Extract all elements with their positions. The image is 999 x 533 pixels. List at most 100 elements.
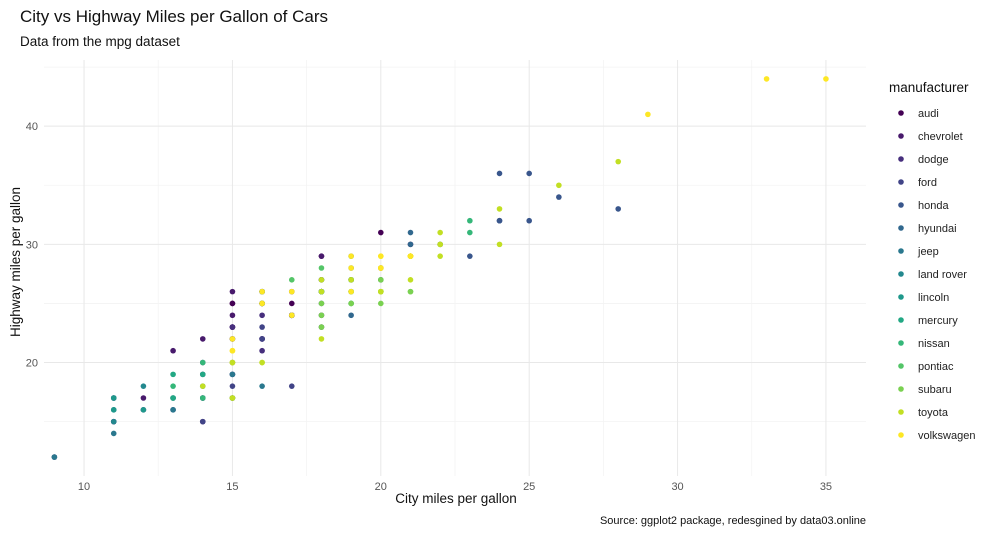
point-land-rover — [110, 418, 117, 425]
legend-item-mercury: mercury — [898, 315, 958, 327]
point-mercury — [170, 395, 176, 401]
point-lincoln — [110, 407, 117, 413]
legend-swatch — [898, 248, 904, 254]
point-audi — [288, 300, 295, 307]
y-tick-label: 20 — [26, 358, 38, 370]
point-toyota — [437, 229, 443, 236]
point-toyota — [318, 277, 325, 283]
point-chevrolet — [318, 253, 325, 259]
point-volkswagen — [229, 336, 236, 342]
legend-item-jeep: jeep — [898, 246, 939, 258]
point-subaru — [318, 312, 325, 319]
point-volkswagen — [348, 265, 354, 271]
legend-swatch — [898, 386, 904, 392]
point-hyundai — [348, 312, 354, 319]
legend-label: jeep — [917, 246, 939, 258]
point-toyota — [318, 288, 325, 295]
point-nissan — [199, 395, 206, 401]
point-mercury — [170, 371, 176, 378]
chart-caption: Source: ggplot2 package, redesgined by d… — [600, 515, 866, 527]
point-subaru — [378, 277, 384, 283]
point-nissan — [467, 229, 473, 236]
legend-swatch — [898, 110, 904, 116]
legend-item-pontiac: pontiac — [898, 361, 954, 373]
point-volkswagen — [407, 253, 414, 259]
legend-label: pontiac — [918, 361, 954, 373]
legend-swatch — [898, 317, 904, 323]
point-land-rover — [140, 383, 147, 389]
legend-swatch — [898, 179, 904, 185]
legend-label: honda — [918, 200, 949, 212]
point-pontiac — [288, 277, 295, 283]
point-toyota — [259, 359, 265, 366]
point-volkswagen — [229, 347, 236, 354]
point-nissan — [170, 383, 176, 389]
point-volkswagen — [823, 76, 829, 82]
legend-label: dodge — [918, 154, 949, 166]
point-dodge — [259, 347, 265, 354]
point-subaru — [318, 324, 325, 330]
chart-title: City vs Highway Miles per Gallon of Cars — [20, 7, 328, 26]
point-nissan — [467, 217, 473, 224]
point-volkswagen — [348, 253, 354, 259]
point-audi — [229, 300, 236, 307]
point-toyota — [556, 182, 562, 189]
point-chevrolet — [229, 312, 236, 319]
point-toyota — [318, 336, 325, 342]
legend-swatch — [898, 156, 904, 162]
x-tick-label: 30 — [671, 481, 683, 493]
legend-swatch — [898, 225, 904, 231]
point-honda — [615, 206, 622, 212]
x-tick-label: 25 — [523, 481, 535, 493]
point-honda — [556, 194, 562, 200]
point-subaru — [378, 300, 384, 307]
legend-item-lincoln: lincoln — [898, 292, 949, 304]
point-lincoln — [140, 407, 147, 413]
point-jeep — [110, 430, 117, 437]
y-axis-title: Highway miles per gallon — [8, 187, 23, 337]
point-volkswagen — [645, 111, 651, 118]
y-tick-label: 30 — [26, 239, 38, 251]
legend-item-subaru: subaru — [898, 384, 952, 396]
point-subaru — [348, 300, 354, 307]
point-jeep — [51, 454, 58, 460]
legend-label: toyota — [918, 407, 949, 419]
x-axis-title: City miles per gallon — [395, 491, 517, 506]
point-jeep — [229, 371, 236, 378]
legend-item-nissan: nissan — [898, 338, 950, 350]
point-toyota — [615, 158, 622, 165]
legend-item-chevrolet: chevrolet — [898, 131, 963, 143]
point-honda — [467, 253, 473, 259]
point-honda — [526, 170, 532, 177]
legend-label: nissan — [918, 338, 950, 350]
legend-label: land rover — [918, 269, 967, 281]
x-tick-label: 20 — [375, 481, 387, 493]
legend-item-volkswagen: volkswagen — [898, 430, 975, 442]
point-mercury — [199, 371, 206, 378]
legend-item-land-rover: land rover — [898, 269, 967, 281]
legend-label: chevrolet — [918, 131, 963, 143]
x-tick-label: 10 — [78, 481, 90, 493]
legend-item-honda: honda — [898, 200, 949, 212]
point-jeep — [259, 383, 265, 389]
point-toyota — [496, 241, 503, 248]
legend-item-toyota: toyota — [898, 407, 949, 419]
legend-swatch — [898, 202, 904, 208]
point-audi — [378, 229, 384, 236]
point-toyota — [496, 206, 503, 212]
point-hyundai — [407, 229, 414, 236]
point-volkswagen — [288, 312, 295, 319]
point-pontiac — [318, 265, 325, 271]
legend-item-ford: ford — [898, 177, 937, 189]
legend-label: volkswagen — [918, 430, 975, 442]
point-toyota — [437, 253, 443, 259]
point-ford — [199, 418, 206, 425]
point-honda — [496, 170, 503, 177]
point-volkswagen — [378, 265, 384, 271]
point-chevrolet — [229, 288, 236, 295]
legend-swatch — [898, 363, 904, 369]
point-toyota — [378, 288, 384, 295]
point-lincoln — [110, 395, 117, 401]
point-toyota — [437, 241, 443, 248]
